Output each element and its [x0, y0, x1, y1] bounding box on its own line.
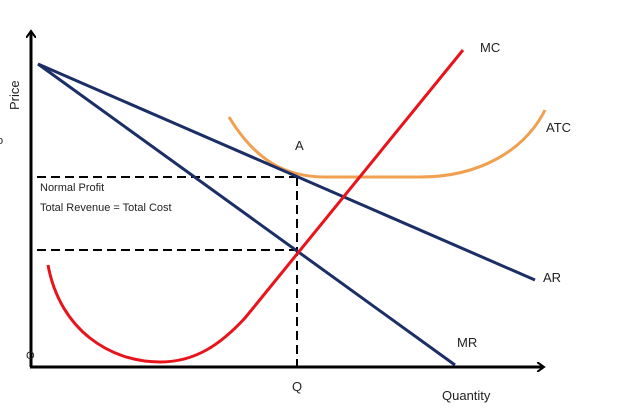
q-label: Q — [292, 379, 302, 394]
mc-curve — [46, 49, 465, 364]
ar-label: AR — [543, 270, 561, 285]
origin-label: O — [26, 350, 35, 362]
annotation-tr-equals-tc: Total Revenue = Total Cost — [40, 202, 172, 214]
mr-label: MR — [457, 335, 477, 350]
stray-mark: o — [0, 135, 3, 147]
mc-label: MC — [480, 40, 500, 55]
annotation-normal-profit: Normal Profit — [40, 182, 104, 194]
x-axis-label: Quantity — [442, 388, 491, 403]
point-a-label: A — [295, 138, 304, 153]
y-axis-label: Price — [7, 80, 22, 110]
ar-line — [37, 62, 536, 282]
atc-label: ATC — [546, 120, 571, 135]
mr-line — [37, 62, 456, 367]
atc-curve — [227, 109, 547, 179]
